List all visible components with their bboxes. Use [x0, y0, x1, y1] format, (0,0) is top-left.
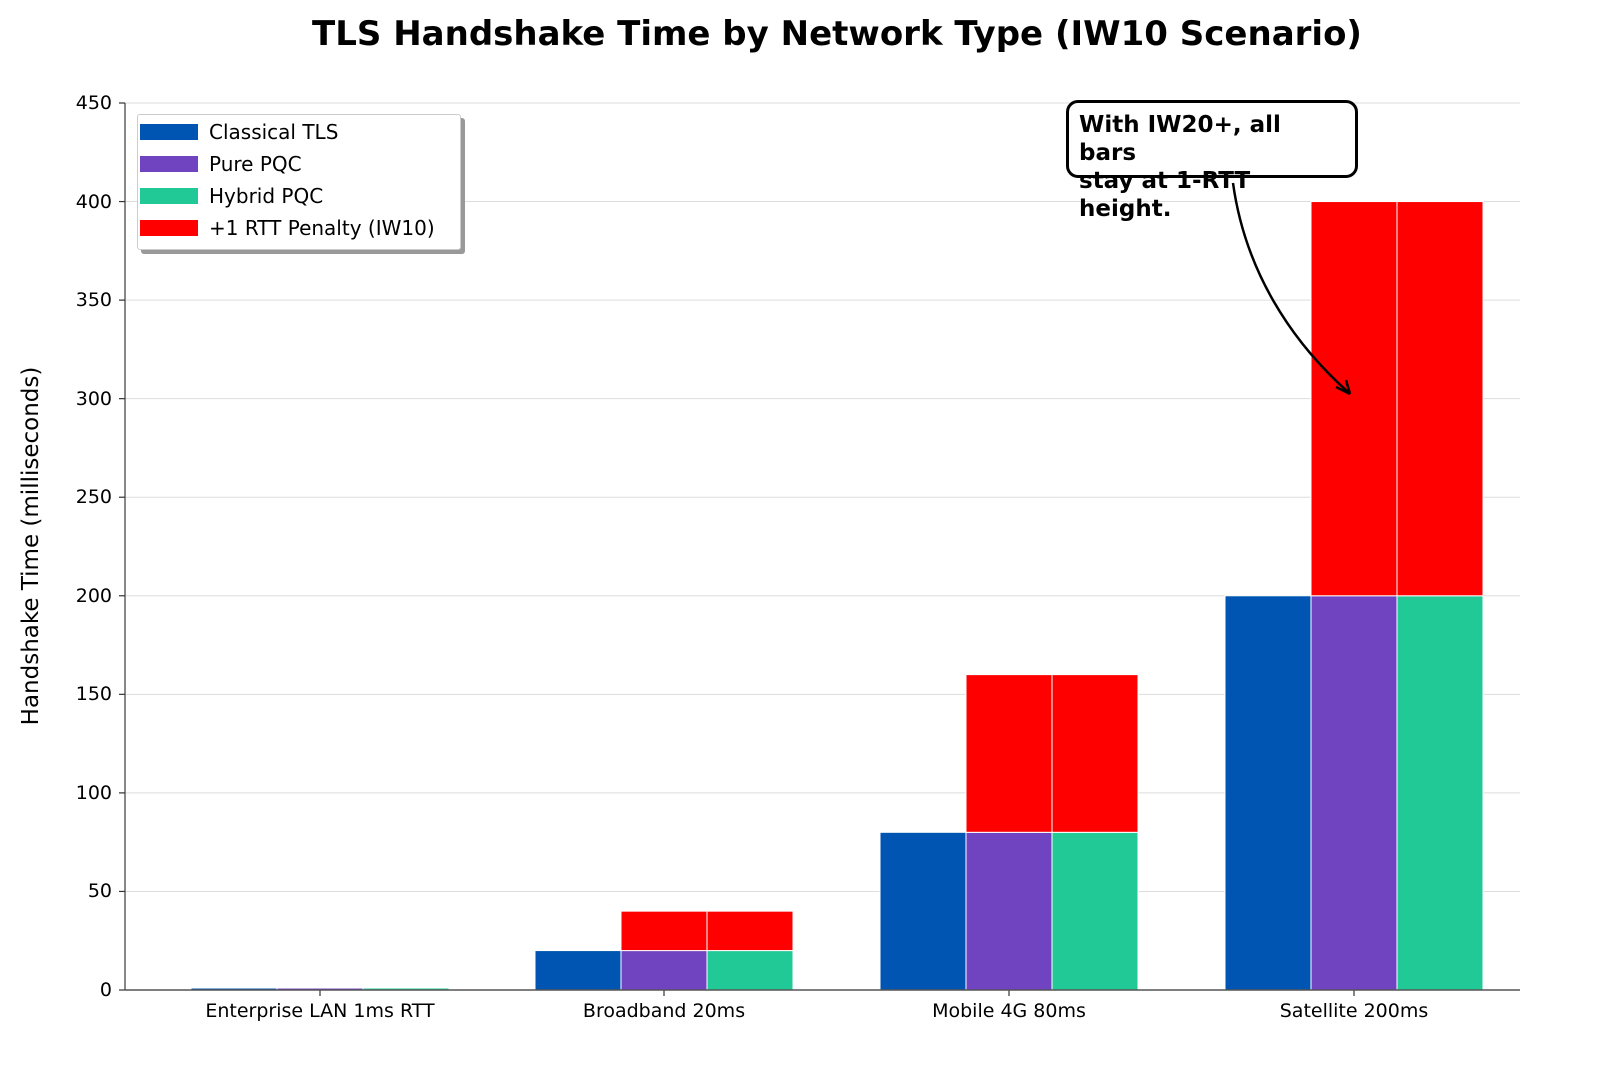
bar-rtt-penalty: [965, 674, 1053, 833]
legend-swatch: [140, 156, 198, 172]
annotation-box: With IW20+, all bars stay at 1-RTT heigh…: [1066, 100, 1358, 222]
legend: Classical TLS Pure PQC Hybrid PQC +1 RTT…: [137, 114, 461, 250]
legend-label: Pure PQC: [209, 152, 302, 176]
y-tick-label: 400: [75, 190, 112, 213]
y-tick-label: 300: [75, 387, 112, 410]
legend-swatch: [140, 124, 198, 140]
bar-rtt-penalty: [1396, 201, 1484, 597]
legend-swatch: [140, 220, 198, 236]
bar-classical-tls: [534, 950, 622, 991]
annotation-line-1: With IW20+, all bars: [1079, 112, 1281, 166]
bar-pure-pqc: [620, 950, 708, 991]
bar-rtt-penalty: [620, 910, 708, 952]
annotation-line-2: stay at 1-RTT height.: [1079, 168, 1251, 222]
bar-classical-tls: [879, 831, 967, 991]
legend-item-rtt-penalty: +1 RTT Penalty (IW10): [138, 216, 435, 240]
y-axis-label: Handshake Time (milliseconds): [18, 366, 44, 726]
bar-pure-pqc: [965, 831, 1053, 991]
bar-rtt-penalty: [1310, 201, 1398, 597]
arrow-head-icon: [1335, 379, 1352, 396]
legend-item-pure-pqc: Pure PQC: [138, 152, 302, 176]
legend-swatch: [140, 188, 198, 204]
bar-classical-tls: [1224, 595, 1312, 991]
y-tick-label: 250: [75, 486, 112, 509]
y-tick-label: 350: [75, 289, 112, 312]
legend-label: Hybrid PQC: [209, 184, 324, 208]
y-tick-label: 100: [75, 781, 112, 804]
x-tick-label: Mobile 4G 80ms: [932, 1000, 1086, 1022]
legend-label: Classical TLS: [209, 120, 339, 144]
annotation-arrow: [1231, 182, 1349, 393]
y-tick-label: 200: [75, 584, 112, 607]
y-tick-label: 0: [99, 979, 112, 1001]
bar-rtt-penalty: [706, 910, 794, 952]
bar-pure-pqc: [1310, 595, 1398, 991]
bar-hybrid-pqc: [1051, 831, 1139, 991]
legend-label: +1 RTT Penalty (IW10): [209, 216, 435, 240]
bar-rtt-penalty: [1051, 674, 1139, 833]
legend-item-classical-tls: Classical TLS: [138, 120, 338, 144]
y-tick-label: 50: [87, 880, 112, 903]
bar-hybrid-pqc: [706, 950, 794, 991]
chart-title: TLS Handshake Time by Network Type (IW10…: [312, 14, 1362, 54]
bar-hybrid-pqc: [1396, 595, 1484, 991]
x-tick-label: Satellite 200ms: [1279, 1000, 1429, 1022]
y-tick-label: 150: [75, 683, 112, 706]
x-tick-label: Enterprise LAN 1ms RTT: [205, 1000, 435, 1022]
y-tick-label: 450: [75, 92, 112, 114]
x-tick-label: Broadband 20ms: [582, 1000, 746, 1022]
legend-item-hybrid-pqc: Hybrid PQC: [138, 184, 323, 208]
